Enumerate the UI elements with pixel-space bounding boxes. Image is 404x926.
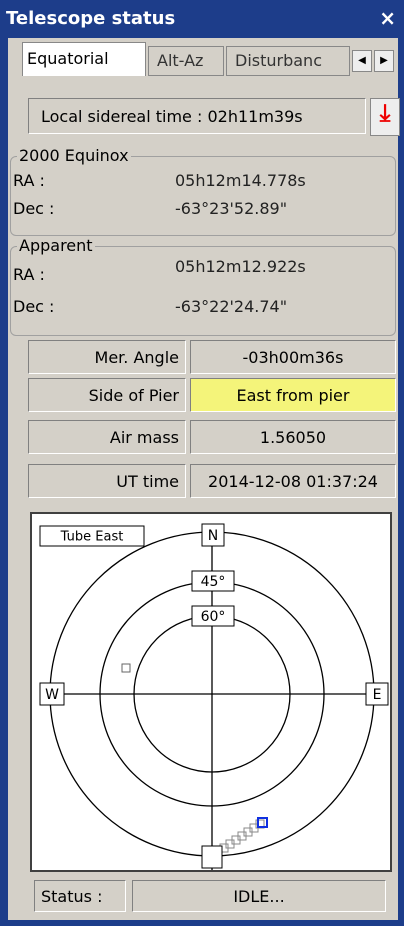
west-box (39, 682, 65, 706)
north-box (201, 523, 225, 547)
east-label: E (373, 687, 382, 703)
north-label: N (208, 528, 218, 544)
east-box (365, 682, 389, 706)
tab[interactable]: Equatorial (22, 42, 146, 76)
status-label: Status : (34, 880, 126, 912)
tab-scroll-right[interactable]: ▶ (374, 50, 394, 72)
panel: Equatorial Alt-Az Disturbanc ◀ ▶ Local s… (8, 38, 400, 920)
tab[interactable]: Alt-Az (148, 46, 224, 76)
value: 05h12m12.922s (175, 257, 306, 276)
object-marker (121, 663, 131, 673)
group-title: Apparent (17, 236, 95, 255)
row-value: East from pier (190, 378, 396, 412)
value: -63°22'24.74" (175, 297, 288, 316)
row-value: 2014-12-08 01:37:24 (190, 464, 396, 498)
south-box (201, 845, 223, 869)
tube-box (39, 525, 145, 547)
row-label: Mer. Angle (28, 340, 186, 374)
value: 05h12m14.778s (175, 171, 306, 190)
tube-label: Tube East (60, 530, 124, 545)
sky-plot: Tube East N 45° 60° W E (30, 512, 392, 872)
tab[interactable]: Disturbanc (226, 46, 350, 76)
row-value: -03h00m36s (190, 340, 396, 374)
apparent-group: Apparent RA : 05h12m12.922s Dec : -63°22… (10, 236, 396, 336)
window-title: Telescope status (6, 8, 176, 29)
label: RA : (13, 265, 45, 284)
download-button[interactable]: ⤓ (370, 98, 400, 136)
row-label: UT time (28, 464, 186, 498)
alt45-box (191, 570, 235, 592)
equinox-group: 2000 Equinox RA : 05h12m14.778s Dec : -6… (10, 146, 396, 236)
label: Dec : (13, 199, 55, 218)
row-label: Air mass (28, 420, 186, 454)
tab-scroll-left[interactable]: ◀ (352, 50, 372, 72)
sidereal-time: Local sidereal time : 02h11m39s (28, 98, 366, 134)
label: Dec : (13, 297, 55, 316)
alt60-box (191, 605, 235, 627)
alt60-label: 60° (201, 609, 226, 625)
alt45-label: 45° (201, 574, 226, 590)
current-position (257, 817, 268, 828)
moon (342, 634, 360, 663)
label: RA : (13, 171, 45, 190)
row-label: Side of Pier (28, 378, 186, 412)
value: -63°23'52.89" (175, 199, 288, 218)
status-value: IDLE... (132, 880, 386, 912)
close-button[interactable]: × (379, 6, 396, 30)
group-title: 2000 Equinox (17, 146, 131, 165)
sky-chart: Tube East N 45° 60° W E (39, 523, 389, 870)
west-label: W (45, 687, 59, 703)
row-value: 1.56050 (190, 420, 396, 454)
